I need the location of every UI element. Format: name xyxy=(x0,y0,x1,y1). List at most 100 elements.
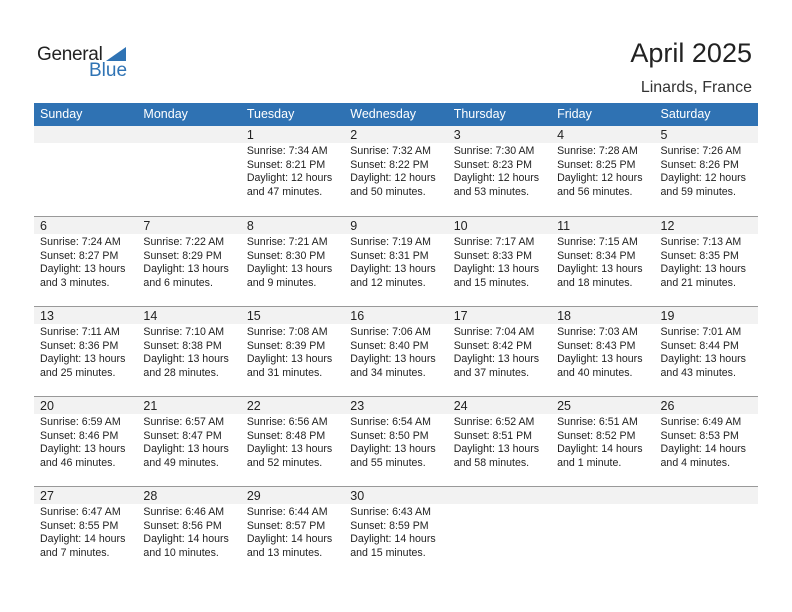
sunrise-text: Sunrise: 6:44 AM xyxy=(246,506,328,518)
minutes-text: and 13 minutes. xyxy=(246,546,323,559)
weekday-wednesday: Wednesday xyxy=(350,107,417,121)
empty-cell xyxy=(551,487,655,576)
day-info: Sunrise: 7:19 AM Sunset: 8:31 PM Daylight:… xyxy=(344,234,447,290)
day-number: 23 xyxy=(344,397,448,414)
sunset-text: Sunset: 8:52 PM xyxy=(557,429,636,442)
daylight-text: Daylight: 12 hours xyxy=(453,172,540,184)
week-row: 6 Sunrise: 7:24 AM Sunset: 8:27 PM Daylight… xyxy=(34,216,758,306)
day-number: 6 xyxy=(34,217,138,234)
page-title: April 2025 xyxy=(630,38,752,68)
day-info: Sunrise: 6:59 AM Sunset: 8:46 PM Daylight:… xyxy=(34,414,137,470)
day-number xyxy=(447,487,552,504)
location: Linards, France xyxy=(640,79,752,96)
sunset-text: Sunset: 8:53 PM xyxy=(660,429,739,442)
minutes-text: and 58 minutes. xyxy=(453,456,530,469)
sunset-text: Sunset: 8:43 PM xyxy=(557,339,636,352)
day-number: 30 xyxy=(344,487,448,504)
day-info: Sunrise: 6:43 AM Sunset: 8:59 PM Daylight:… xyxy=(344,504,447,560)
day-cell: 3 Sunrise: 7:30 AM Sunset: 8:23 PM Daylight… xyxy=(447,126,552,216)
day-number: 10 xyxy=(447,217,552,234)
day-cell: 20 Sunrise: 6:59 AM Sunset: 8:46 PM Dayligh… xyxy=(34,397,138,486)
daylight-text: Daylight: 12 hours xyxy=(350,172,436,184)
daylight-text: Daylight: 13 hours xyxy=(246,353,333,365)
daylight-text: Daylight: 13 hours xyxy=(350,443,436,455)
day-number xyxy=(551,487,655,504)
weekday-sunday: Sunday xyxy=(40,107,83,121)
daylight-text: Daylight: 14 hours xyxy=(246,533,333,545)
day-number: 25 xyxy=(551,397,655,414)
daylight-text: Daylight: 13 hours xyxy=(557,263,643,275)
day-number: 24 xyxy=(447,397,552,414)
daylight-text: Daylight: 14 hours xyxy=(557,443,643,455)
daylight-text: Daylight: 14 hours xyxy=(350,533,436,545)
sunrise-text: Sunrise: 7:28 AM xyxy=(557,145,638,157)
daylight-text: Daylight: 13 hours xyxy=(453,353,540,365)
minutes-text: and 47 minutes. xyxy=(246,185,323,198)
day-number: 5 xyxy=(654,126,758,143)
sunset-text: Sunset: 8:51 PM xyxy=(453,429,533,442)
day-info: Sunrise: 7:13 AM Sunset: 8:35 PM Daylight:… xyxy=(655,234,758,290)
sunset-text: Sunset: 8:25 PM xyxy=(557,158,636,171)
day-info: Sunrise: 7:08 AM Sunset: 8:39 PM Daylight:… xyxy=(241,324,344,380)
day-cell: 2 Sunrise: 7:32 AM Sunset: 8:22 PM Daylight… xyxy=(344,126,448,216)
daylight-text: Daylight: 14 hours xyxy=(143,533,229,545)
day-info: Sunrise: 6:51 AM Sunset: 8:52 PM Daylight:… xyxy=(551,414,654,470)
minutes-text: and 7 minutes. xyxy=(40,546,110,559)
minutes-text: and 46 minutes. xyxy=(40,456,116,469)
sunset-text: Sunset: 8:26 PM xyxy=(660,158,739,171)
day-number: 21 xyxy=(137,397,241,414)
minutes-text: and 50 minutes. xyxy=(350,185,426,198)
day-number: 13 xyxy=(34,307,138,324)
day-number: 29 xyxy=(240,487,345,504)
day-info: Sunrise: 7:03 AM Sunset: 8:43 PM Daylight:… xyxy=(551,324,654,380)
day-number xyxy=(34,126,138,143)
day-info: Sunrise: 7:34 AM Sunset: 8:21 PM Daylight:… xyxy=(241,143,344,199)
sunset-text: Sunset: 8:38 PM xyxy=(143,339,222,352)
day-info: Sunrise: 7:28 AM Sunset: 8:25 PM Daylight:… xyxy=(551,143,654,199)
sunset-text: Sunset: 8:23 PM xyxy=(453,158,533,171)
sunset-text: Sunset: 8:40 PM xyxy=(350,339,429,352)
weekday-header: Sunday Monday Tuesday Wednesday Thursday Frid… xyxy=(34,103,758,126)
minutes-text: and 25 minutes. xyxy=(40,366,116,379)
sunrise-text: Sunrise: 6:59 AM xyxy=(40,416,121,428)
daylight-text: Daylight: 13 hours xyxy=(660,353,746,365)
day-number: 12 xyxy=(654,217,758,234)
minutes-text: and 59 minutes. xyxy=(660,185,736,198)
day-info: Sunrise: 7:04 AM Sunset: 8:42 PM Daylight:… xyxy=(448,324,551,380)
day-info: Sunrise: 7:15 AM Sunset: 8:34 PM Daylight:… xyxy=(551,234,654,290)
sunset-text: Sunset: 8:50 PM xyxy=(350,429,429,442)
daylight-text: Daylight: 13 hours xyxy=(143,263,229,275)
sunrise-text: Sunrise: 6:52 AM xyxy=(453,416,535,428)
day-number: 11 xyxy=(551,217,655,234)
sunrise-text: Sunrise: 7:04 AM xyxy=(453,326,535,338)
day-cell: 10 Sunrise: 7:17 AM Sunset: 8:33 PM Dayligh… xyxy=(447,217,552,306)
weekday-friday: Friday xyxy=(557,107,592,121)
sunrise-text: Sunrise: 7:08 AM xyxy=(246,326,328,338)
daylight-text: Daylight: 13 hours xyxy=(453,443,540,455)
sunrise-text: Sunrise: 7:30 AM xyxy=(453,145,535,157)
sunset-text: Sunset: 8:33 PM xyxy=(453,249,533,262)
minutes-text: and 34 minutes. xyxy=(350,366,426,379)
day-number: 19 xyxy=(654,307,758,324)
week-row: 1 Sunrise: 7:34 AM Sunset: 8:21 PM Daylight… xyxy=(34,126,758,216)
sunrise-text: Sunrise: 7:06 AM xyxy=(350,326,431,338)
day-cell: 12 Sunrise: 7:13 AM Sunset: 8:35 PM Dayligh… xyxy=(654,217,758,306)
sunset-text: Sunset: 8:56 PM xyxy=(143,519,222,532)
day-info: Sunrise: 7:24 AM Sunset: 8:27 PM Daylight:… xyxy=(34,234,137,290)
day-info: Sunrise: 7:32 AM Sunset: 8:22 PM Daylight:… xyxy=(344,143,447,199)
day-cell: 15 Sunrise: 7:08 AM Sunset: 8:39 PM Dayligh… xyxy=(240,307,345,396)
week-row: 20 Sunrise: 6:59 AM Sunset: 8:46 PM Dayligh… xyxy=(34,396,758,486)
daylight-text: Daylight: 14 hours xyxy=(660,443,746,455)
daylight-text: Daylight: 13 hours xyxy=(350,353,436,365)
sunrise-text: Sunrise: 6:57 AM xyxy=(143,416,225,428)
day-number xyxy=(137,126,241,143)
minutes-text: and 9 minutes. xyxy=(246,276,317,289)
sunset-text: Sunset: 8:42 PM xyxy=(453,339,533,352)
daylight-text: Daylight: 13 hours xyxy=(660,263,746,275)
minutes-text: and 37 minutes. xyxy=(453,366,530,379)
sunset-text: Sunset: 8:47 PM xyxy=(143,429,222,442)
sunrise-text: Sunrise: 6:49 AM xyxy=(660,416,742,428)
day-info: Sunrise: 6:49 AM Sunset: 8:53 PM Daylight:… xyxy=(655,414,758,470)
minutes-text: and 52 minutes. xyxy=(246,456,323,469)
day-number: 26 xyxy=(654,397,758,414)
